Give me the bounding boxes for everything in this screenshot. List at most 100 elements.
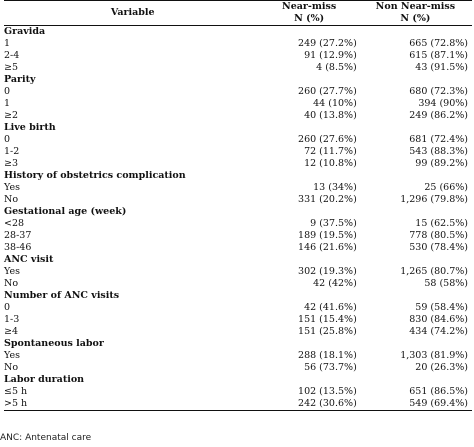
- table-row: <28 9 (37.5%) 15 (62.5%): [4, 218, 472, 230]
- non-near-miss-cell: 615 (87.1%): [409, 50, 468, 61]
- row-label: ≤5 h: [4, 386, 28, 397]
- non-near-miss-cell: 58 (58%): [424, 278, 468, 289]
- table-row: 2-4 91 (12.9%) 615 (87.1%): [4, 50, 472, 62]
- table-row: ≥4 151 (25.8%) 434 (74.2%): [4, 326, 472, 338]
- section-row: Spontaneous labor: [4, 338, 472, 350]
- non-near-miss-cell: 778 (80.5%): [409, 230, 468, 241]
- table-row: 0 260 (27.6%) 681 (72.4%): [4, 134, 472, 146]
- table-row: Yes 288 (18.1%) 1,303 (81.9%): [4, 350, 472, 362]
- section-title: Live birth: [4, 122, 56, 133]
- section-title: Labor duration: [4, 374, 85, 385]
- table-row: 1 44 (10%) 394 (90%): [4, 98, 472, 110]
- near-miss-cell: 40 (13.8%): [304, 110, 357, 121]
- row-label: ≥2: [4, 110, 19, 121]
- section-row: ANC visit: [4, 254, 472, 266]
- row-label: Yes: [4, 266, 20, 277]
- non-near-miss-cell: 543 (88.3%): [409, 146, 468, 157]
- row-label: Yes: [4, 182, 20, 193]
- row-label: 0: [4, 302, 11, 313]
- non-near-miss-cell: 530 (78.4%): [409, 242, 468, 253]
- near-miss-cell: 146 (21.6%): [298, 242, 357, 253]
- non-near-miss-cell: 15 (62.5%): [415, 218, 468, 229]
- header-near-miss-unit: N (%): [261, 13, 363, 26]
- header-variable: Variable: [4, 0, 262, 26]
- near-miss-cell: 302 (19.3%): [298, 266, 357, 277]
- table-row: 1-2 72 (11.7%) 543 (88.3%): [4, 146, 472, 158]
- table-row: Yes 302 (19.3%) 1,265 (80.7%): [4, 266, 472, 278]
- section-row: Number of ANC visits: [4, 290, 472, 302]
- table-row: 38-46 146 (21.6%) 530 (78.4%): [4, 242, 472, 254]
- near-miss-cell: 44 (10%): [313, 98, 357, 109]
- non-near-miss-cell: 1,303 (81.9%): [400, 350, 468, 361]
- non-near-miss-cell: 99 (89.2%): [415, 158, 468, 169]
- table-row: No 42 (42%) 58 (58%): [4, 278, 472, 290]
- section-row: History of obstetrics complication: [4, 170, 472, 182]
- row-label: >5 h: [4, 398, 262, 411]
- near-miss-cell: 56 (73.7%): [304, 362, 357, 373]
- table-row: >5 h 242 (30.6%) 549 (69.4%): [4, 398, 472, 411]
- table-row: Yes 13 (34%) 25 (66%): [4, 182, 472, 194]
- section-title: Spontaneous labor: [4, 338, 104, 349]
- table-row: 1-3 151 (15.4%) 830 (84.6%): [4, 314, 472, 326]
- header-row-1: Variable Near-miss Non Near-miss: [4, 0, 472, 26]
- near-miss-cell: 9 (37.5%): [310, 218, 357, 229]
- header-non-near-miss: Non Near-miss: [362, 0, 472, 13]
- near-miss-cell: 288 (18.1%): [298, 350, 357, 361]
- non-near-miss-cell: 549 (69.4%): [362, 398, 472, 411]
- non-near-miss-cell: 59 (58.4%): [415, 302, 468, 313]
- near-miss-cell: 102 (13.5%): [298, 386, 357, 397]
- row-label: 2-4: [4, 50, 20, 61]
- table-row: 1 249 (27.2%) 665 (72.8%): [4, 38, 472, 50]
- row-label: 1-3: [4, 314, 20, 325]
- section-row: Parity: [4, 74, 472, 86]
- row-label: 1: [4, 38, 11, 49]
- near-miss-cell: 91 (12.9%): [304, 50, 357, 61]
- near-miss-cell: 189 (19.5%): [298, 230, 357, 241]
- row-label: ≥5: [4, 62, 19, 73]
- non-near-miss-cell: 830 (84.6%): [409, 314, 468, 325]
- table-row: 28-37 189 (19.5%) 778 (80.5%): [4, 230, 472, 242]
- near-miss-cell: 13 (34%): [313, 182, 357, 193]
- section-row: Labor duration: [4, 374, 472, 386]
- row-label: No: [4, 194, 19, 205]
- table-row: ≥5 4 (8.5%) 43 (91.5%): [4, 62, 472, 74]
- near-miss-cell: 260 (27.7%): [298, 86, 357, 97]
- row-label: ≥3: [4, 158, 19, 169]
- near-miss-cell: 42 (42%): [313, 278, 357, 289]
- non-near-miss-cell: 434 (74.2%): [409, 326, 468, 337]
- row-label: 38-46: [4, 242, 32, 253]
- near-miss-cell: 242 (30.6%): [261, 398, 363, 411]
- non-near-miss-cell: 681 (72.4%): [409, 134, 468, 145]
- header-near-miss: Near-miss: [261, 0, 363, 13]
- near-miss-cell: 42 (41.6%): [304, 302, 357, 313]
- non-near-miss-cell: 1,296 (79.8%): [400, 194, 468, 205]
- non-near-miss-cell: 249 (86.2%): [409, 110, 468, 121]
- table-row: No 331 (20.2%) 1,296 (79.8%): [4, 194, 472, 206]
- table-row: No 56 (73.7%) 20 (26.3%): [4, 362, 472, 374]
- table-row: ≥3 12 (10.8%) 99 (89.2%): [4, 158, 472, 170]
- non-near-miss-cell: 43 (91.5%): [415, 62, 468, 73]
- near-miss-cell: 249 (27.2%): [298, 38, 357, 49]
- row-label: 1-2: [4, 146, 20, 157]
- non-near-miss-cell: 25 (66%): [424, 182, 468, 193]
- near-miss-cell: 12 (10.8%): [304, 158, 357, 169]
- section-title: ANC visit: [4, 254, 54, 265]
- non-near-miss-cell: 20 (26.3%): [415, 362, 468, 373]
- table-header: Variable Near-miss Non Near-miss N (%) N…: [4, 0, 472, 26]
- header-non-near-miss-unit: N (%): [362, 13, 472, 26]
- table-row: ≥2 40 (13.8%) 249 (86.2%): [4, 110, 472, 122]
- row-label: Yes: [4, 350, 20, 361]
- row-label: 0: [4, 134, 11, 145]
- row-label: 28-37: [4, 230, 32, 241]
- section-title: Gestational age (week): [4, 206, 127, 217]
- row-label: 1: [4, 98, 11, 109]
- section-title: Gravida: [4, 26, 46, 37]
- near-miss-cell: 331 (20.2%): [298, 194, 357, 205]
- section-row: Gestational age (week): [4, 206, 472, 218]
- table-body: Gravida 1 249 (27.2%) 665 (72.8%) 2-4 91 (12.…: [4, 26, 472, 411]
- table-row: ≤5 h 102 (13.5%) 651 (86.5%): [4, 386, 472, 398]
- near-miss-cell: 72 (11.7%): [304, 146, 357, 157]
- row-label: 0: [4, 86, 11, 97]
- data-table: Variable Near-miss Non Near-miss N (%) N…: [4, 0, 472, 411]
